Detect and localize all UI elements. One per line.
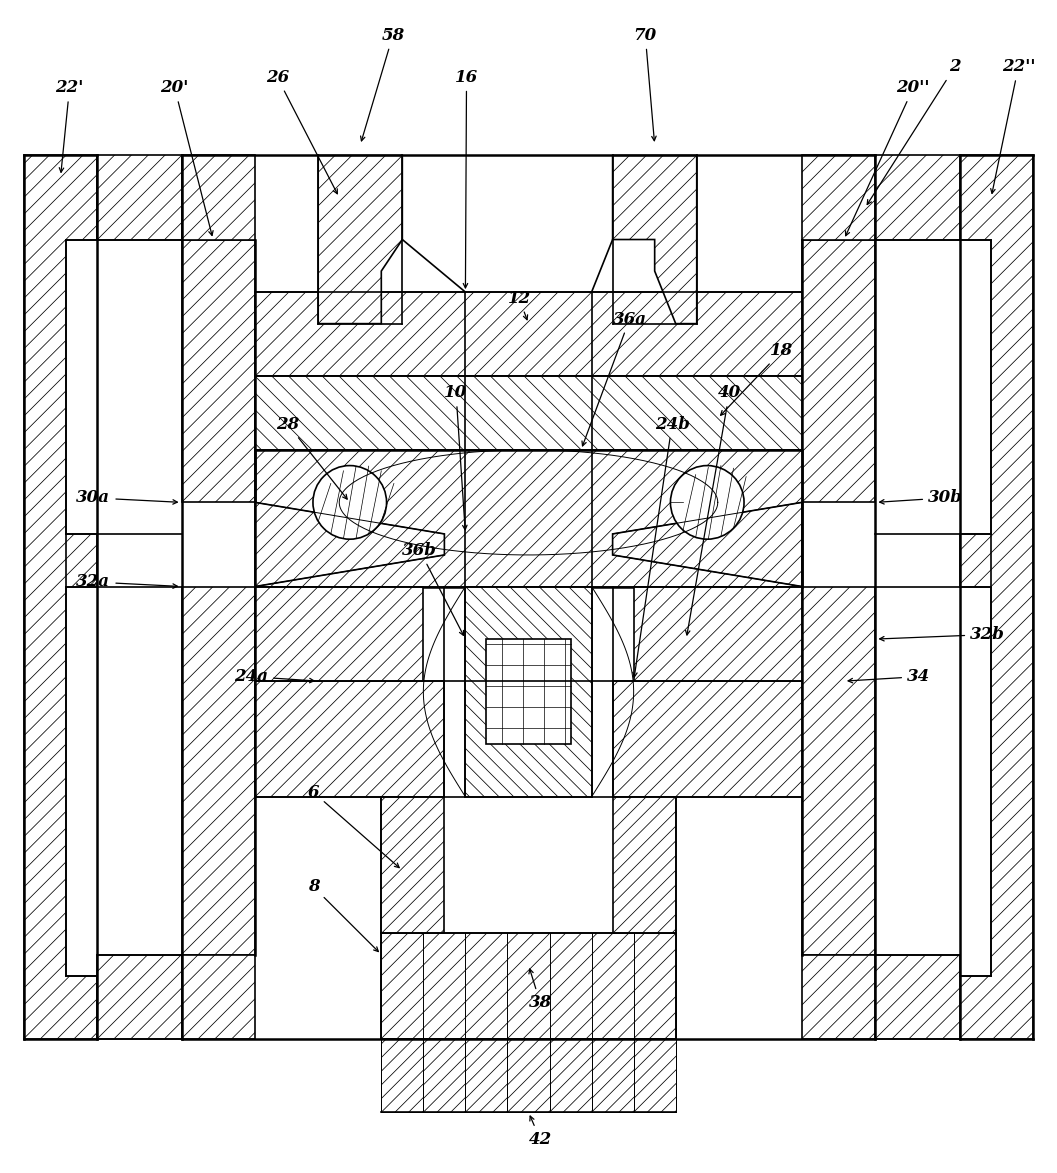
Text: 2: 2 [867,59,961,204]
Text: 6: 6 [308,784,400,868]
Polygon shape [424,1038,465,1112]
Polygon shape [613,796,675,934]
Polygon shape [802,955,875,1038]
Polygon shape [592,1038,633,1112]
Circle shape [313,466,387,540]
Text: 20': 20' [161,80,214,236]
Polygon shape [465,586,592,796]
Bar [486,639,571,744]
Polygon shape [507,1038,550,1112]
Polygon shape [255,586,424,682]
Text: 24a: 24a [234,669,314,685]
Polygon shape [550,1038,592,1112]
Polygon shape [255,377,802,449]
Text: 58: 58 [360,27,405,141]
Text: 22': 22' [55,80,84,172]
Polygon shape [633,586,802,682]
Polygon shape [182,955,255,1038]
Polygon shape [182,239,255,502]
Text: 10: 10 [444,385,467,530]
Polygon shape [318,155,403,324]
Polygon shape [382,1038,424,1112]
Text: 28: 28 [276,415,347,500]
Polygon shape [255,292,802,377]
Polygon shape [182,586,255,955]
Text: 36a: 36a [582,311,647,446]
Text: 12: 12 [507,290,531,320]
Polygon shape [960,155,1033,1038]
Polygon shape [633,1038,675,1112]
Text: 24b: 24b [633,415,689,677]
Text: 36b: 36b [403,542,464,636]
Polygon shape [255,502,444,586]
Polygon shape [182,155,255,239]
Polygon shape [465,1038,507,1112]
Polygon shape [255,682,444,796]
Text: 34: 34 [848,669,930,685]
Text: 32a: 32a [76,574,178,590]
Text: 16: 16 [455,69,478,287]
Polygon shape [613,682,802,796]
Text: 20'': 20'' [846,80,930,236]
Polygon shape [613,502,802,586]
Text: 40: 40 [686,385,741,635]
Polygon shape [255,449,802,586]
Polygon shape [613,155,697,324]
Polygon shape [382,796,444,934]
Polygon shape [802,586,875,955]
Polygon shape [97,155,182,239]
Text: 30a: 30a [76,489,178,507]
Text: 26: 26 [265,69,337,194]
Text: 8: 8 [308,879,378,951]
Text: 18: 18 [721,343,794,415]
Text: 32b: 32b [879,626,1005,643]
Polygon shape [802,155,875,239]
Text: 38: 38 [528,969,552,1011]
Text: 30b: 30b [879,489,963,507]
Text: 70: 70 [633,27,656,141]
Polygon shape [382,934,675,1038]
Polygon shape [802,239,875,502]
Text: 22'': 22'' [990,59,1035,194]
Circle shape [670,466,744,540]
Polygon shape [97,955,182,1038]
Polygon shape [875,155,960,239]
Text: 42: 42 [528,1116,552,1147]
Polygon shape [875,955,960,1038]
Polygon shape [24,155,97,1038]
